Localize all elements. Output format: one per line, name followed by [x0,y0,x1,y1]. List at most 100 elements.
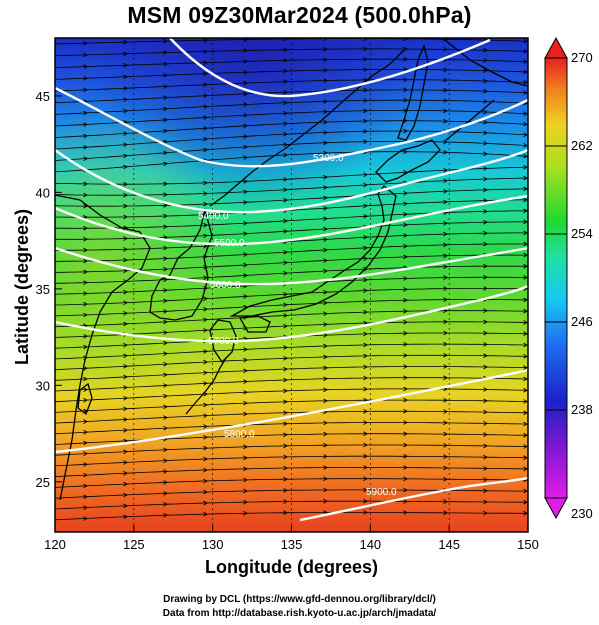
streamline-arrow [523,466,528,472]
streamline-arrow [283,302,288,308]
streamline-arrow [283,131,288,137]
streamline-arrow [243,499,248,505]
streamline-arrow [123,481,128,487]
contour-5500 [55,194,528,246]
streamline-arrow [363,442,368,448]
streamline-arrow [123,406,128,412]
streamline-arrow [403,38,408,42]
streamline-arrow [83,280,88,285]
colorbar-tick-label: 262 [571,138,593,153]
streamline-arrow [123,289,128,295]
streamline [55,455,528,467]
streamline-arrow [83,440,88,446]
streamline-arrow [283,432,288,438]
streamline [55,512,527,521]
streamline-arrow [83,64,88,69]
colorbar-min-label: 230 [571,506,593,521]
streamline-arrow [123,164,128,170]
streamline-arrow [123,131,128,136]
streamline-arrow [283,249,288,255]
streamline-arrow [443,409,448,414]
streamline-arrow [363,87,368,93]
streamline-arrow [323,322,328,327]
streamline-arrow [123,342,128,348]
streamline [55,444,528,456]
streamline-arrow [123,181,128,187]
streamline-arrow [203,264,208,270]
streamline-arrow [363,288,368,293]
streamline-arrow [163,192,168,197]
streamline [55,377,528,392]
streamline-arrow [163,203,168,208]
streamline-arrow [483,387,488,392]
streamline-arrow [163,38,168,44]
streamline-arrow [123,85,128,91]
streamline-arrow [243,466,248,472]
streamline-arrow [523,38,528,44]
streamline-arrow [323,185,328,190]
contour-label: 5500.0 [214,238,245,249]
streamline-arrow [243,189,248,195]
streamline-arrow [403,487,408,493]
streamline-arrow [203,136,208,142]
streamline-arrow [483,151,488,157]
streamline-arrow [363,309,368,315]
streamline [55,467,528,477]
streamline-arrow [363,331,368,337]
y-tick-label: 25 [36,475,50,490]
streamline-arrow [523,499,528,505]
streamline-arrow [123,62,128,68]
streamline-arrow [483,454,488,460]
streamline-arrow [443,341,448,347]
streamline-arrow [163,213,168,219]
streamline-arrow [443,199,448,205]
streamline-arrow [323,498,328,504]
streamline-arrow [83,483,88,489]
streamline-arrow [203,104,208,109]
streamline-arrow [443,47,448,52]
contour-label: 5800.0 [224,429,255,440]
streamline-arrow [243,511,248,516]
streamline-arrow [123,427,128,433]
x-axis: 120 125 130 135 140 145 150 [44,525,539,552]
streamline-arrow [163,150,168,156]
x-tick-label: 145 [438,537,460,552]
streamline-arrow [483,443,488,449]
streamline-arrow [83,387,88,392]
streamline-arrow [323,57,328,62]
streamline-arrow [483,120,488,125]
streamline-arrow [443,454,448,459]
streamline-arrow [283,89,288,95]
streamline-arrow [403,397,408,403]
streamline-arrow [243,220,248,226]
y-tick-label: 30 [36,378,50,393]
streamline [55,177,528,196]
streamline-arrow [323,420,328,426]
streamline-arrow [243,59,248,64]
streamline-arrow [123,203,128,209]
streamline-arrow [443,420,448,426]
streamline-arrow [123,257,128,263]
streamline-arrow [443,98,448,103]
streamline-arrow [283,260,288,266]
streamline-arrow [323,109,328,115]
streamline-arrow [203,317,208,323]
streamline-arrow [523,331,528,337]
streamline-arrow [323,268,328,274]
streamline-arrow [163,330,168,335]
streamline-arrow [483,421,488,426]
streamline-arrow [323,465,328,470]
streamline-arrow [323,140,328,146]
streamline-arrow [403,243,408,249]
streamline-arrow [123,492,128,498]
streamline-arrow [283,291,288,297]
streamline-arrow [83,334,88,339]
streamline-arrow [203,489,208,495]
streamline-arrow [123,374,128,380]
streamline-arrow [363,256,368,261]
streamline-arrow [443,499,448,504]
streamline-arrow [443,38,448,42]
streamline-arrow [203,243,208,249]
streamline-arrow [323,46,328,52]
streamline [55,151,528,173]
